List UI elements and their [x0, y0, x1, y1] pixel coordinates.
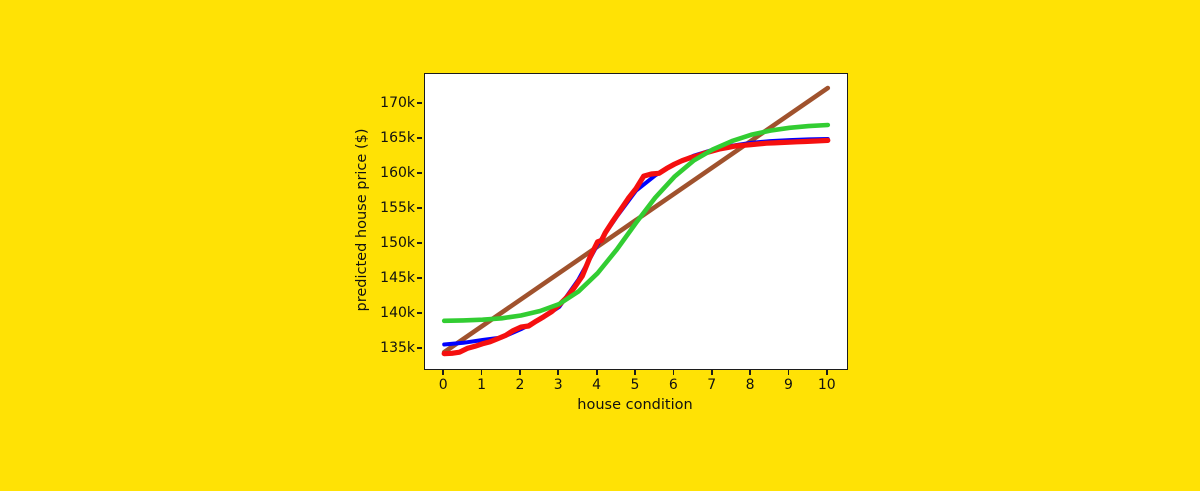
x-tick-mark — [480, 370, 483, 375]
x-tick-label: 8 — [745, 377, 755, 393]
y-tick-mark — [417, 137, 422, 139]
y-tick-label: 170k — [380, 95, 415, 112]
x-tick-mark — [749, 370, 751, 375]
y-tick-mark — [417, 242, 422, 244]
x-tick-label: 5 — [630, 377, 640, 393]
y-tick-mark — [417, 207, 422, 209]
x-tick-label: 6 — [668, 377, 678, 393]
x-tick-mark — [787, 370, 790, 375]
x-tick-mark — [595, 370, 598, 375]
y-tick-label: 145k — [380, 269, 415, 286]
x-tick-mark — [442, 370, 445, 375]
x-tick-mark — [710, 370, 713, 375]
x-tick-label: 2 — [515, 377, 525, 393]
x-tick-label: 10 — [817, 377, 836, 393]
y-tick-label: 140k — [380, 304, 415, 321]
x-tick-label: 1 — [477, 377, 486, 393]
series-line-green-smooth-sigmoid — [441, 122, 831, 324]
y-tick-label: 155k — [380, 199, 415, 216]
x-tick-label: 3 — [553, 377, 563, 393]
y-tick-mark — [417, 311, 422, 314]
y-tick-label: 150k — [380, 234, 415, 251]
y-axis-label: predicted house price ($) — [354, 128, 370, 312]
x-tick-mark — [634, 370, 636, 375]
x-tick-mark — [519, 370, 521, 375]
y-tick-mark — [417, 346, 422, 349]
x-tick-label: 9 — [783, 377, 793, 393]
x-tick-label: 0 — [438, 377, 448, 393]
x-tick-mark — [672, 370, 675, 375]
chart-svg — [441, 85, 831, 357]
x-axis-label: house condition — [577, 397, 693, 413]
y-tick-mark — [417, 172, 422, 174]
y-tick-label: 165k — [380, 130, 415, 146]
plot-area — [424, 73, 848, 370]
x-tick-label: 4 — [592, 377, 602, 393]
x-tick-mark — [826, 370, 828, 375]
y-tick-label: 135k — [380, 339, 415, 356]
x-tick-label: 7 — [707, 377, 717, 393]
y-tick-mark — [417, 277, 422, 279]
x-tick-mark — [557, 370, 560, 375]
series-line-red-noisy-sigmoid — [441, 137, 831, 357]
y-tick-label: 160k — [380, 164, 415, 181]
y-tick-mark — [417, 102, 422, 104]
